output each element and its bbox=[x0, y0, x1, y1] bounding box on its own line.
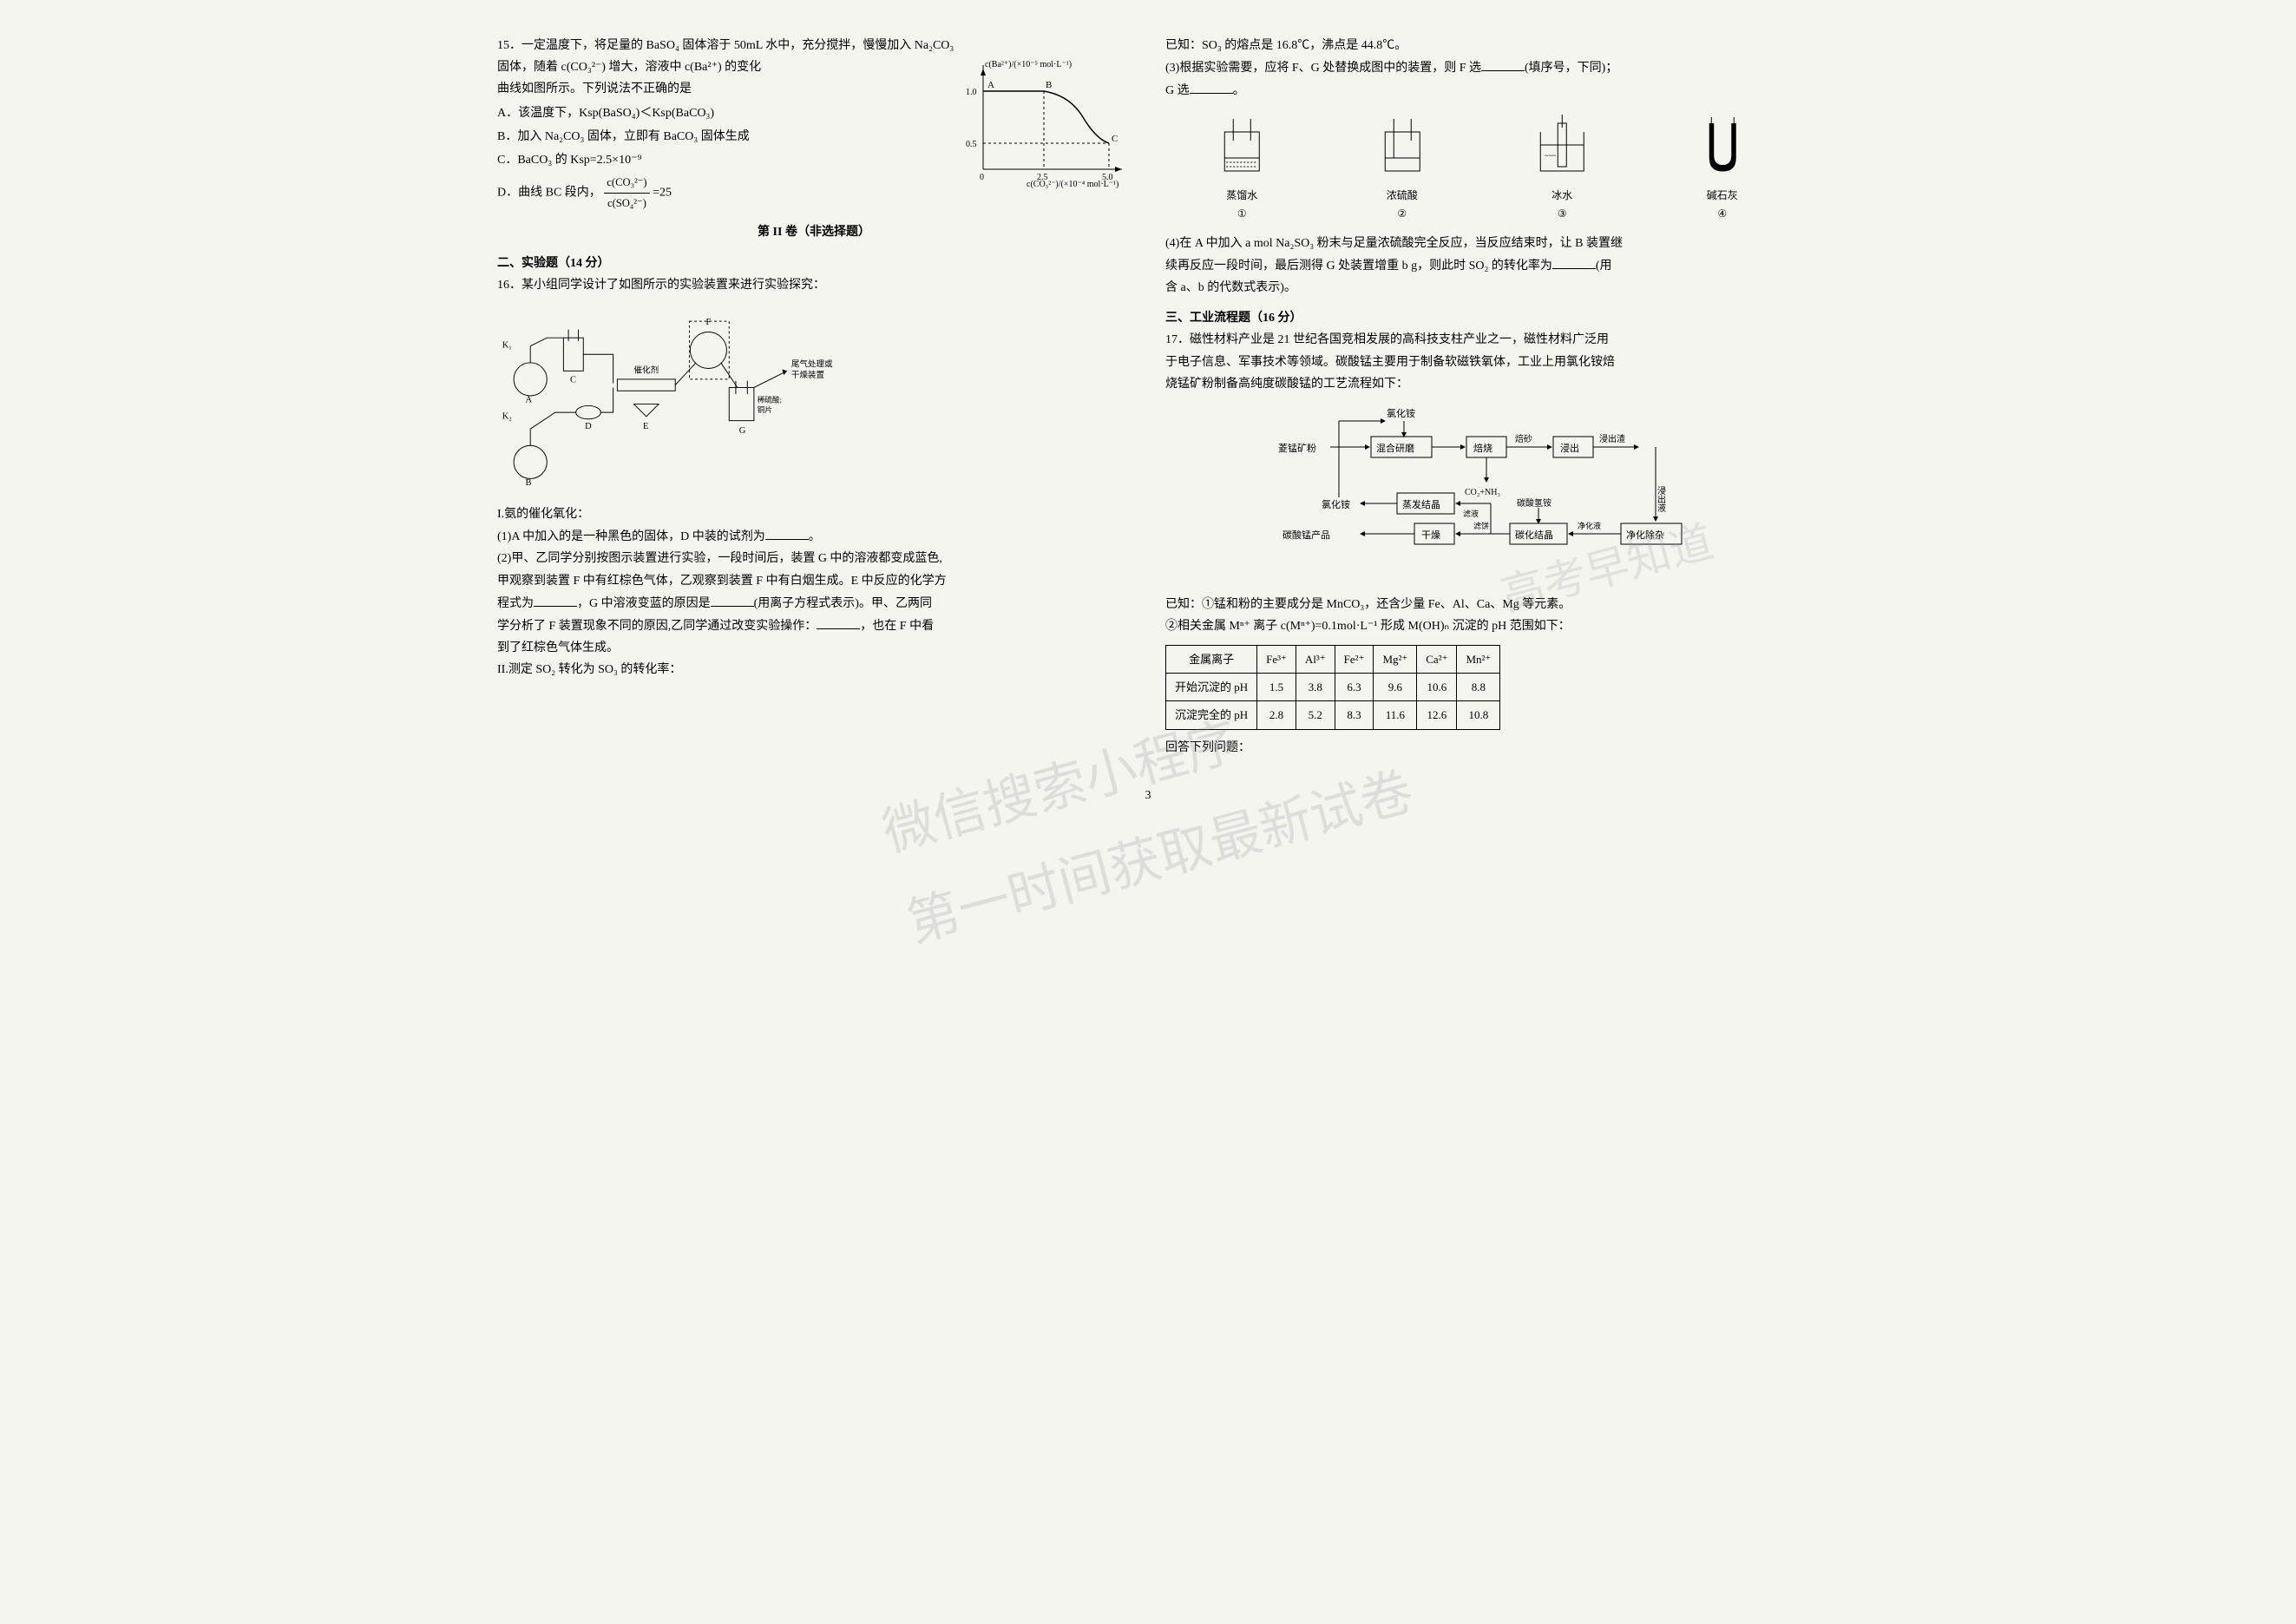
svg-text:5.0: 5.0 bbox=[1102, 173, 1113, 182]
svg-text:C: C bbox=[570, 376, 576, 385]
so3-info: 已知：SO₃ 的熔点是 16.8℃，沸点是 44.8℃。 bbox=[1165, 35, 1799, 56]
apparatus-diagram: A K₁ C B K₂ D bbox=[497, 305, 862, 495]
svg-text:E: E bbox=[643, 422, 648, 431]
q16-2b: 甲观察到装置 F 中有红棕色气体，乙观察到装置 F 中有白烟生成。E 中反应的化… bbox=[497, 570, 1131, 592]
q16-stem: 16．某小组同学设计了如图所示的实验装置来进行实验探究： bbox=[497, 274, 1131, 296]
svg-text:滤液: 滤液 bbox=[1463, 509, 1479, 518]
q17-line-a: 17．磁性材料产业是 21 世纪各国竞相发展的高科技支柱产业之一，磁性材料广泛用 bbox=[1165, 329, 1799, 351]
q16-4c: 含 a、b 的代数式表示)。 bbox=[1165, 277, 1799, 299]
svg-text:碳酸氢铵: 碳酸氢铵 bbox=[1517, 497, 1551, 509]
q16-2a: (2)甲、乙同学分别按图示装置进行实验，一段时间后，装置 G 中的溶液都变成蓝色… bbox=[497, 548, 1131, 569]
process-section-title: 三、工业流程题（16 分） bbox=[1165, 307, 1799, 329]
svg-text:干燥: 干燥 bbox=[1421, 529, 1440, 541]
q17-line-b: 于电子信息、军事技术等领域。碳酸锰主要用于制备软磁铁氧体，工业上用氯化铵焙 bbox=[1165, 352, 1799, 373]
answer-prompt: 回答下列问题： bbox=[1165, 737, 1799, 759]
svg-text:催化剂: 催化剂 bbox=[634, 365, 659, 375]
known-1: 已知：①锰和粉的主要成分是 MnCO₃，还含少量 Fe、Al、Ca、Mg 等元素… bbox=[1165, 594, 1799, 615]
svg-text:CO₂+NH₃: CO₂+NH₃ bbox=[1465, 488, 1500, 497]
device-options: 蒸馏水 ① 浓硫酸 ② ~~~ bbox=[1165, 110, 1799, 224]
q16-2e: 到了红棕色气体生成。 bbox=[497, 637, 1131, 659]
part-i-title: I.氨的催化氧化： bbox=[497, 503, 1131, 525]
q16-4a: (4)在 A 中加入 a mol Na₂SO₃ 粉末与足量浓硫酸完全反应，当反应… bbox=[1165, 233, 1799, 254]
svg-text:菱锰矿粉: 菱锰矿粉 bbox=[1278, 442, 1316, 454]
device-2: 浓硫酸 ② bbox=[1326, 110, 1479, 224]
svg-text:浸出渣: 浸出渣 bbox=[1599, 433, 1625, 444]
q15-stem-line1: 15．一定温度下，将足量的 BaSO₄ 固体溶于 50mL 水中，充分搅拌，慢慢… bbox=[497, 35, 1131, 56]
page-number: 3 bbox=[52, 785, 2244, 806]
svg-text:F: F bbox=[706, 318, 712, 327]
process-flowchart: 氯化铵 菱锰矿粉 混合研磨 焙烧 焙砂 浸出 浸出渣 浸出液 bbox=[1165, 404, 1799, 585]
svg-text:焙砂: 焙砂 bbox=[1515, 433, 1532, 444]
svg-text:干燥装置: 干燥装置 bbox=[791, 370, 824, 380]
svg-text:B: B bbox=[1046, 80, 1052, 90]
svg-text:B: B bbox=[525, 478, 531, 487]
right-column: 已知：SO₃ 的熔点是 16.8℃，沸点是 44.8℃。 (3)根据实验需要，应… bbox=[1165, 35, 1799, 759]
svg-text:蒸发结晶: 蒸发结晶 bbox=[1402, 498, 1440, 510]
svg-text:稀硫酸;: 稀硫酸; bbox=[758, 395, 782, 404]
q15-option-b: B．加入 Na₂CO₃ 固体，立即有 BaCO₃ 固体生成 bbox=[497, 126, 948, 148]
svg-text:碳酸锰产品: 碳酸锰产品 bbox=[1282, 529, 1330, 541]
svg-text:C: C bbox=[1112, 134, 1118, 144]
svg-text:净化液: 净化液 bbox=[1578, 521, 1601, 530]
page-container: 15．一定温度下，将足量的 BaSO₄ 固体溶于 50mL 水中，充分搅拌，慢慢… bbox=[497, 35, 1799, 759]
svg-text:焙烧: 焙烧 bbox=[1473, 442, 1492, 454]
device-1: 蒸馏水 ① bbox=[1165, 110, 1319, 224]
svg-text:尾气处理或: 尾气处理或 bbox=[791, 359, 833, 370]
svg-text:氯化铵: 氯化铵 bbox=[1387, 407, 1415, 419]
left-column: 15．一定温度下，将足量的 BaSO₄ 固体溶于 50mL 水中，充分搅拌，慢慢… bbox=[497, 35, 1131, 759]
known-2: ②相关金属 Mⁿ⁺ 离子 c(Mⁿ⁺)=0.1mol·L⁻¹ 形成 M(OH)ₙ… bbox=[1165, 615, 1799, 637]
svg-text:铜片: 铜片 bbox=[758, 404, 772, 414]
table-header-row: 金属离子 Fe³⁺ Al³⁺ Fe²⁺ Mg²⁺ Ca²⁺ Mn²⁺ bbox=[1166, 645, 1500, 673]
svg-text:G: G bbox=[739, 426, 746, 436]
section-ii-title: 第 II 卷（非选择题） bbox=[497, 221, 1131, 243]
svg-text:净化除杂: 净化除杂 bbox=[1626, 529, 1664, 541]
svg-text:氯化铵: 氯化铵 bbox=[1322, 498, 1350, 510]
q15-option-a: A．该温度下，Ksp(BaSO₄)＜Ksp(BaCO₃) bbox=[497, 102, 948, 124]
svg-text:K₁: K₁ bbox=[502, 341, 512, 351]
table-row: 沉淀完全的 pH 2.8 5.2 8.3 11.6 12.6 10.8 bbox=[1166, 701, 1500, 729]
q16-4b: 续再反应一段时间，最后测得 G 处装置增重 b g，则此时 SO₂ 的转化率为(… bbox=[1165, 254, 1799, 277]
svg-text:~~~: ~~~ bbox=[1545, 152, 1557, 160]
experiment-section-title: 二、实验题（14 分） bbox=[497, 253, 1131, 274]
svg-text:0: 0 bbox=[980, 173, 984, 182]
svg-text:浸出: 浸出 bbox=[1560, 442, 1579, 454]
svg-text:A: A bbox=[525, 396, 532, 405]
svg-text:混合研磨: 混合研磨 bbox=[1376, 442, 1414, 454]
q15-option-d: D．曲线 BC 段内， c(CO₃²⁻) c(SO₄²⁻) =25 bbox=[497, 173, 948, 213]
device-3: ~~~ 冰水 ③ bbox=[1486, 110, 1639, 224]
svg-text:A: A bbox=[987, 80, 994, 90]
ph-table: 金属离子 Fe³⁺ Al³⁺ Fe²⁺ Mg²⁺ Ca²⁺ Mn²⁺ 开始沉淀的… bbox=[1165, 645, 1500, 730]
q16-1: (1)A 中加入的是一种黑色的固体，D 中装的试剂为。 bbox=[497, 525, 1131, 548]
device-4: 碱石灰 ④ bbox=[1646, 110, 1800, 224]
table-row: 开始沉淀的 pH 1.5 3.8 6.3 9.6 10.6 8.8 bbox=[1166, 674, 1500, 701]
q16-2c: 程式为，G 中溶液变蓝的原因是(用离子方程式表示)。甲、乙两同 bbox=[497, 592, 1131, 615]
q16-2d: 学分析了 F 装置现象不同的原因,乙同学通过改变实验操作：，也在 F 中看 bbox=[497, 615, 1131, 637]
svg-text:浸出液: 浸出液 bbox=[1656, 486, 1666, 513]
q16-3-g: G 选。 bbox=[1165, 79, 1799, 102]
svg-text:滤饼: 滤饼 bbox=[1473, 521, 1489, 530]
part-ii-title: II.测定 SO₂ 转化为 SO₃ 的转化率： bbox=[497, 659, 1131, 681]
q15-option-c: C．BaCO₃ 的 Ksp=2.5×10⁻⁹ bbox=[497, 149, 948, 171]
svg-text:c(Ba²⁺)/(×10⁻⁵ mol·L⁻¹): c(Ba²⁺)/(×10⁻⁵ mol·L⁻¹) bbox=[985, 60, 1072, 69]
svg-text:D: D bbox=[585, 422, 592, 431]
q15-chart: c(Ba²⁺)/(×10⁻⁵ mol·L⁻¹) c(CO₃²⁻)/(×10⁻⁴ … bbox=[957, 56, 1131, 203]
q15-stem-line2b: 曲线如图所示。下列说法不正确的是 bbox=[497, 78, 948, 100]
q15: 15．一定温度下，将足量的 BaSO₄ 固体溶于 50mL 水中，充分搅拌，慢慢… bbox=[497, 35, 1131, 214]
q17-line-c: 烧锰矿粉制备高纯度碳酸锰的工艺流程如下： bbox=[1165, 373, 1799, 395]
svg-text:2.5: 2.5 bbox=[1037, 173, 1048, 182]
svg-text:K₂: K₂ bbox=[502, 412, 513, 422]
q16-3: (3)根据实验需要，应将 F、G 处替换成图中的装置，则 F 选(填序号，下同)… bbox=[1165, 56, 1799, 79]
q15-stem-line2a: 固体，随着 c(CO₃²⁻) 增大，溶液中 c(Ba²⁺) 的变化 bbox=[497, 56, 948, 78]
svg-text:1.0: 1.0 bbox=[966, 88, 977, 97]
svg-text:0.5: 0.5 bbox=[966, 140, 977, 149]
svg-text:碳化结晶: 碳化结晶 bbox=[1515, 529, 1553, 541]
